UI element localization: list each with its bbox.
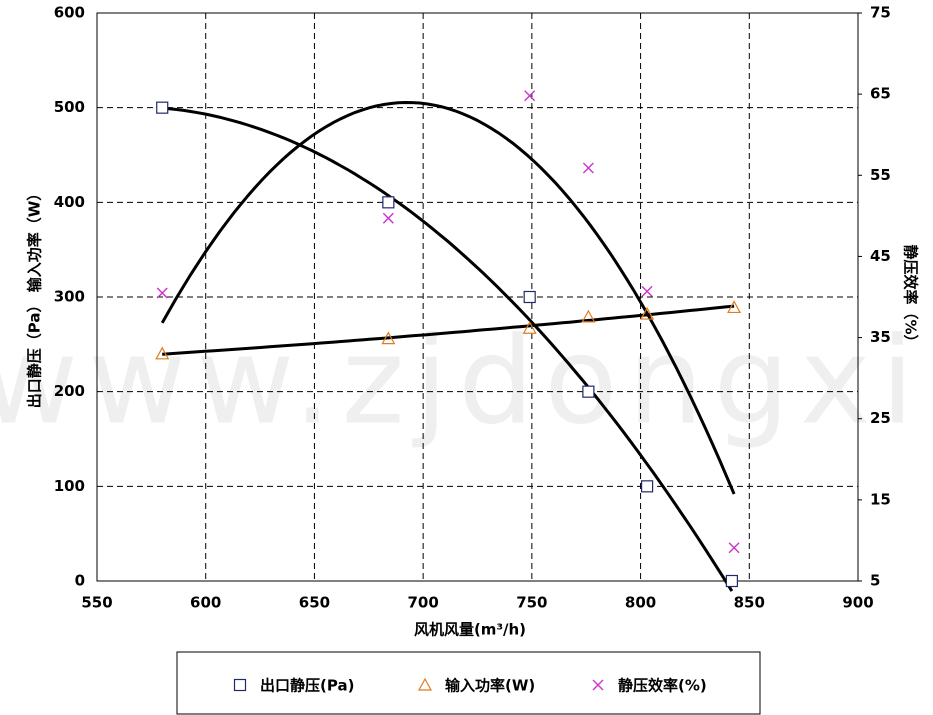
marker-x: [524, 90, 536, 102]
marker-x: [582, 162, 594, 174]
marker-triangle: [417, 677, 433, 691]
y-tick-label: 300: [54, 288, 85, 306]
marker-x: [382, 212, 394, 224]
x-tick-label: 850: [734, 594, 765, 612]
y2-tick-label: 65: [870, 85, 891, 103]
marker-square: [156, 101, 169, 114]
y-tick-label: 200: [54, 382, 85, 400]
marker-square: [523, 290, 536, 304]
x-tick-label: 750: [516, 594, 547, 612]
x-tick-label: 650: [299, 594, 330, 612]
legend-label: 静压效率(%): [618, 677, 707, 695]
marker-square: [233, 678, 247, 692]
marker-x: [592, 679, 604, 691]
marker-triangle: [381, 331, 396, 345]
x-tick-label: 900: [842, 594, 873, 612]
y2-tick-label: 35: [870, 328, 891, 346]
y2-tick-label: 15: [870, 490, 891, 508]
y2-tick-label: 5: [870, 572, 880, 590]
legend-label: 出口静压(Pa): [260, 677, 354, 695]
watermark: www.zjdongxin.c: [0, 313, 933, 452]
x-axis-label: 风机风量(m³/h): [414, 621, 526, 639]
marker-square: [640, 480, 654, 493]
y-tick-label: 400: [54, 193, 85, 211]
marker-triangle: [640, 306, 655, 320]
x-tick-label: 700: [407, 594, 438, 612]
trend-line: [162, 106, 734, 592]
y2-tick-label: 55: [870, 166, 891, 184]
legend-box: [176, 651, 761, 715]
marker-triangle: [581, 309, 596, 323]
y-axis-label: 出口静压（Pa） 输入功率（W）: [26, 186, 44, 408]
marker-x: [156, 287, 168, 299]
x-tick-label: 800: [625, 594, 656, 612]
y2-axis-label: 静压效率（%）: [902, 244, 920, 349]
x-tick-label: 600: [190, 594, 221, 612]
trend-line: [160, 100, 736, 495]
y-tick-label: 500: [54, 98, 85, 116]
y2-tick-label: 45: [870, 247, 891, 265]
marker-square: [382, 196, 395, 209]
marker-triangle: [155, 346, 170, 360]
y-tick-label: 0: [75, 572, 85, 590]
marker-square: [725, 574, 738, 588]
marker-square: [582, 385, 595, 398]
x-tick-label: 550: [81, 594, 112, 612]
legend-label: 输入功率(W): [445, 677, 535, 695]
y-tick-label: 100: [54, 477, 85, 495]
y-tick-label: 600: [54, 4, 85, 22]
y2-tick-label: 75: [870, 4, 891, 22]
marker-triangle: [522, 320, 537, 334]
marker-x: [728, 542, 740, 554]
trend-line: [162, 304, 735, 356]
y2-tick-label: 25: [870, 409, 891, 427]
marker-x: [641, 285, 653, 297]
marker-triangle: [727, 300, 742, 314]
